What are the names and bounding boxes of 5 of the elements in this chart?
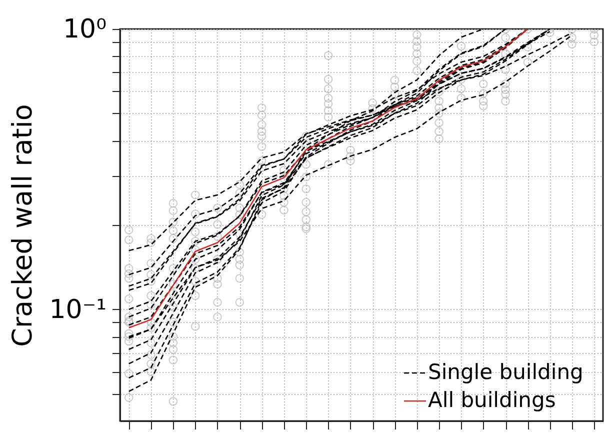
y-tick-label: 10⁰ [62, 14, 106, 44]
y-axis-title: Cracked wall ratio [7, 104, 38, 347]
legend-label: Single building [428, 360, 584, 384]
y-tick-label: 10⁻¹ [49, 294, 106, 325]
legend-label: All buildings [428, 388, 556, 412]
